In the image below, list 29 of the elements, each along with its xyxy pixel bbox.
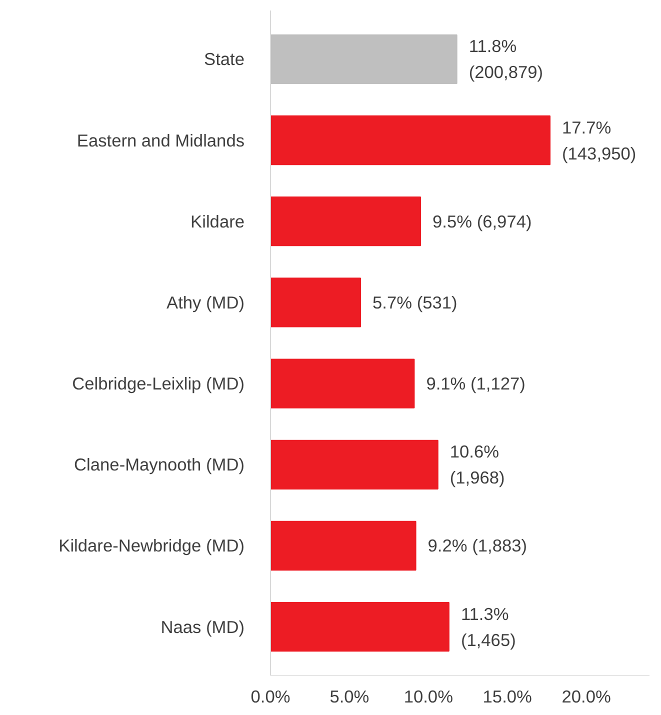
- bar: [270, 278, 362, 328]
- data-label: 5.7% (531): [372, 292, 458, 312]
- bar: [270, 440, 438, 490]
- x-tick-label: 10.0%: [404, 686, 453, 706]
- bar: [270, 34, 458, 84]
- y-tick-label: Naas (MD): [160, 616, 245, 637]
- y-tick-label: Eastern and Midlands: [76, 130, 245, 150]
- data-label: 9.2% (1,883): [428, 536, 527, 556]
- data-label: 11.8% (200,879): [468, 36, 544, 82]
- data-label: 10.6% (1,968): [450, 442, 505, 488]
- y-tick-label: Kildare-Newbridge (MD): [58, 536, 245, 556]
- bar: [270, 602, 450, 652]
- x-tick-label: 5.0%: [330, 686, 370, 706]
- data-label: 9.5% (6,974): [432, 211, 532, 232]
- y-tick-label: Athy (MD): [166, 292, 245, 312]
- data-label: 17.7% (143,950): [562, 117, 636, 164]
- bar: [270, 520, 416, 571]
- bar: [270, 358, 415, 408]
- y-tick-label: Celbridge-Leixlip (MD): [72, 374, 245, 394]
- y-tick-label: Clane-Maynooth (MD): [74, 454, 245, 475]
- x-tick-label: 15.0%: [482, 686, 532, 706]
- data-label: 11.3% (1,465): [460, 604, 516, 650]
- y-tick-label: Kildare: [190, 211, 245, 232]
- y-tick-label: State: [204, 49, 245, 70]
- bar: [270, 196, 422, 246]
- x-tick-label: 0.0%: [250, 686, 290, 706]
- data-label: 9.1% (1,127): [426, 374, 526, 394]
- x-tick-label: 20.0%: [562, 686, 611, 706]
- bar: [270, 115, 551, 166]
